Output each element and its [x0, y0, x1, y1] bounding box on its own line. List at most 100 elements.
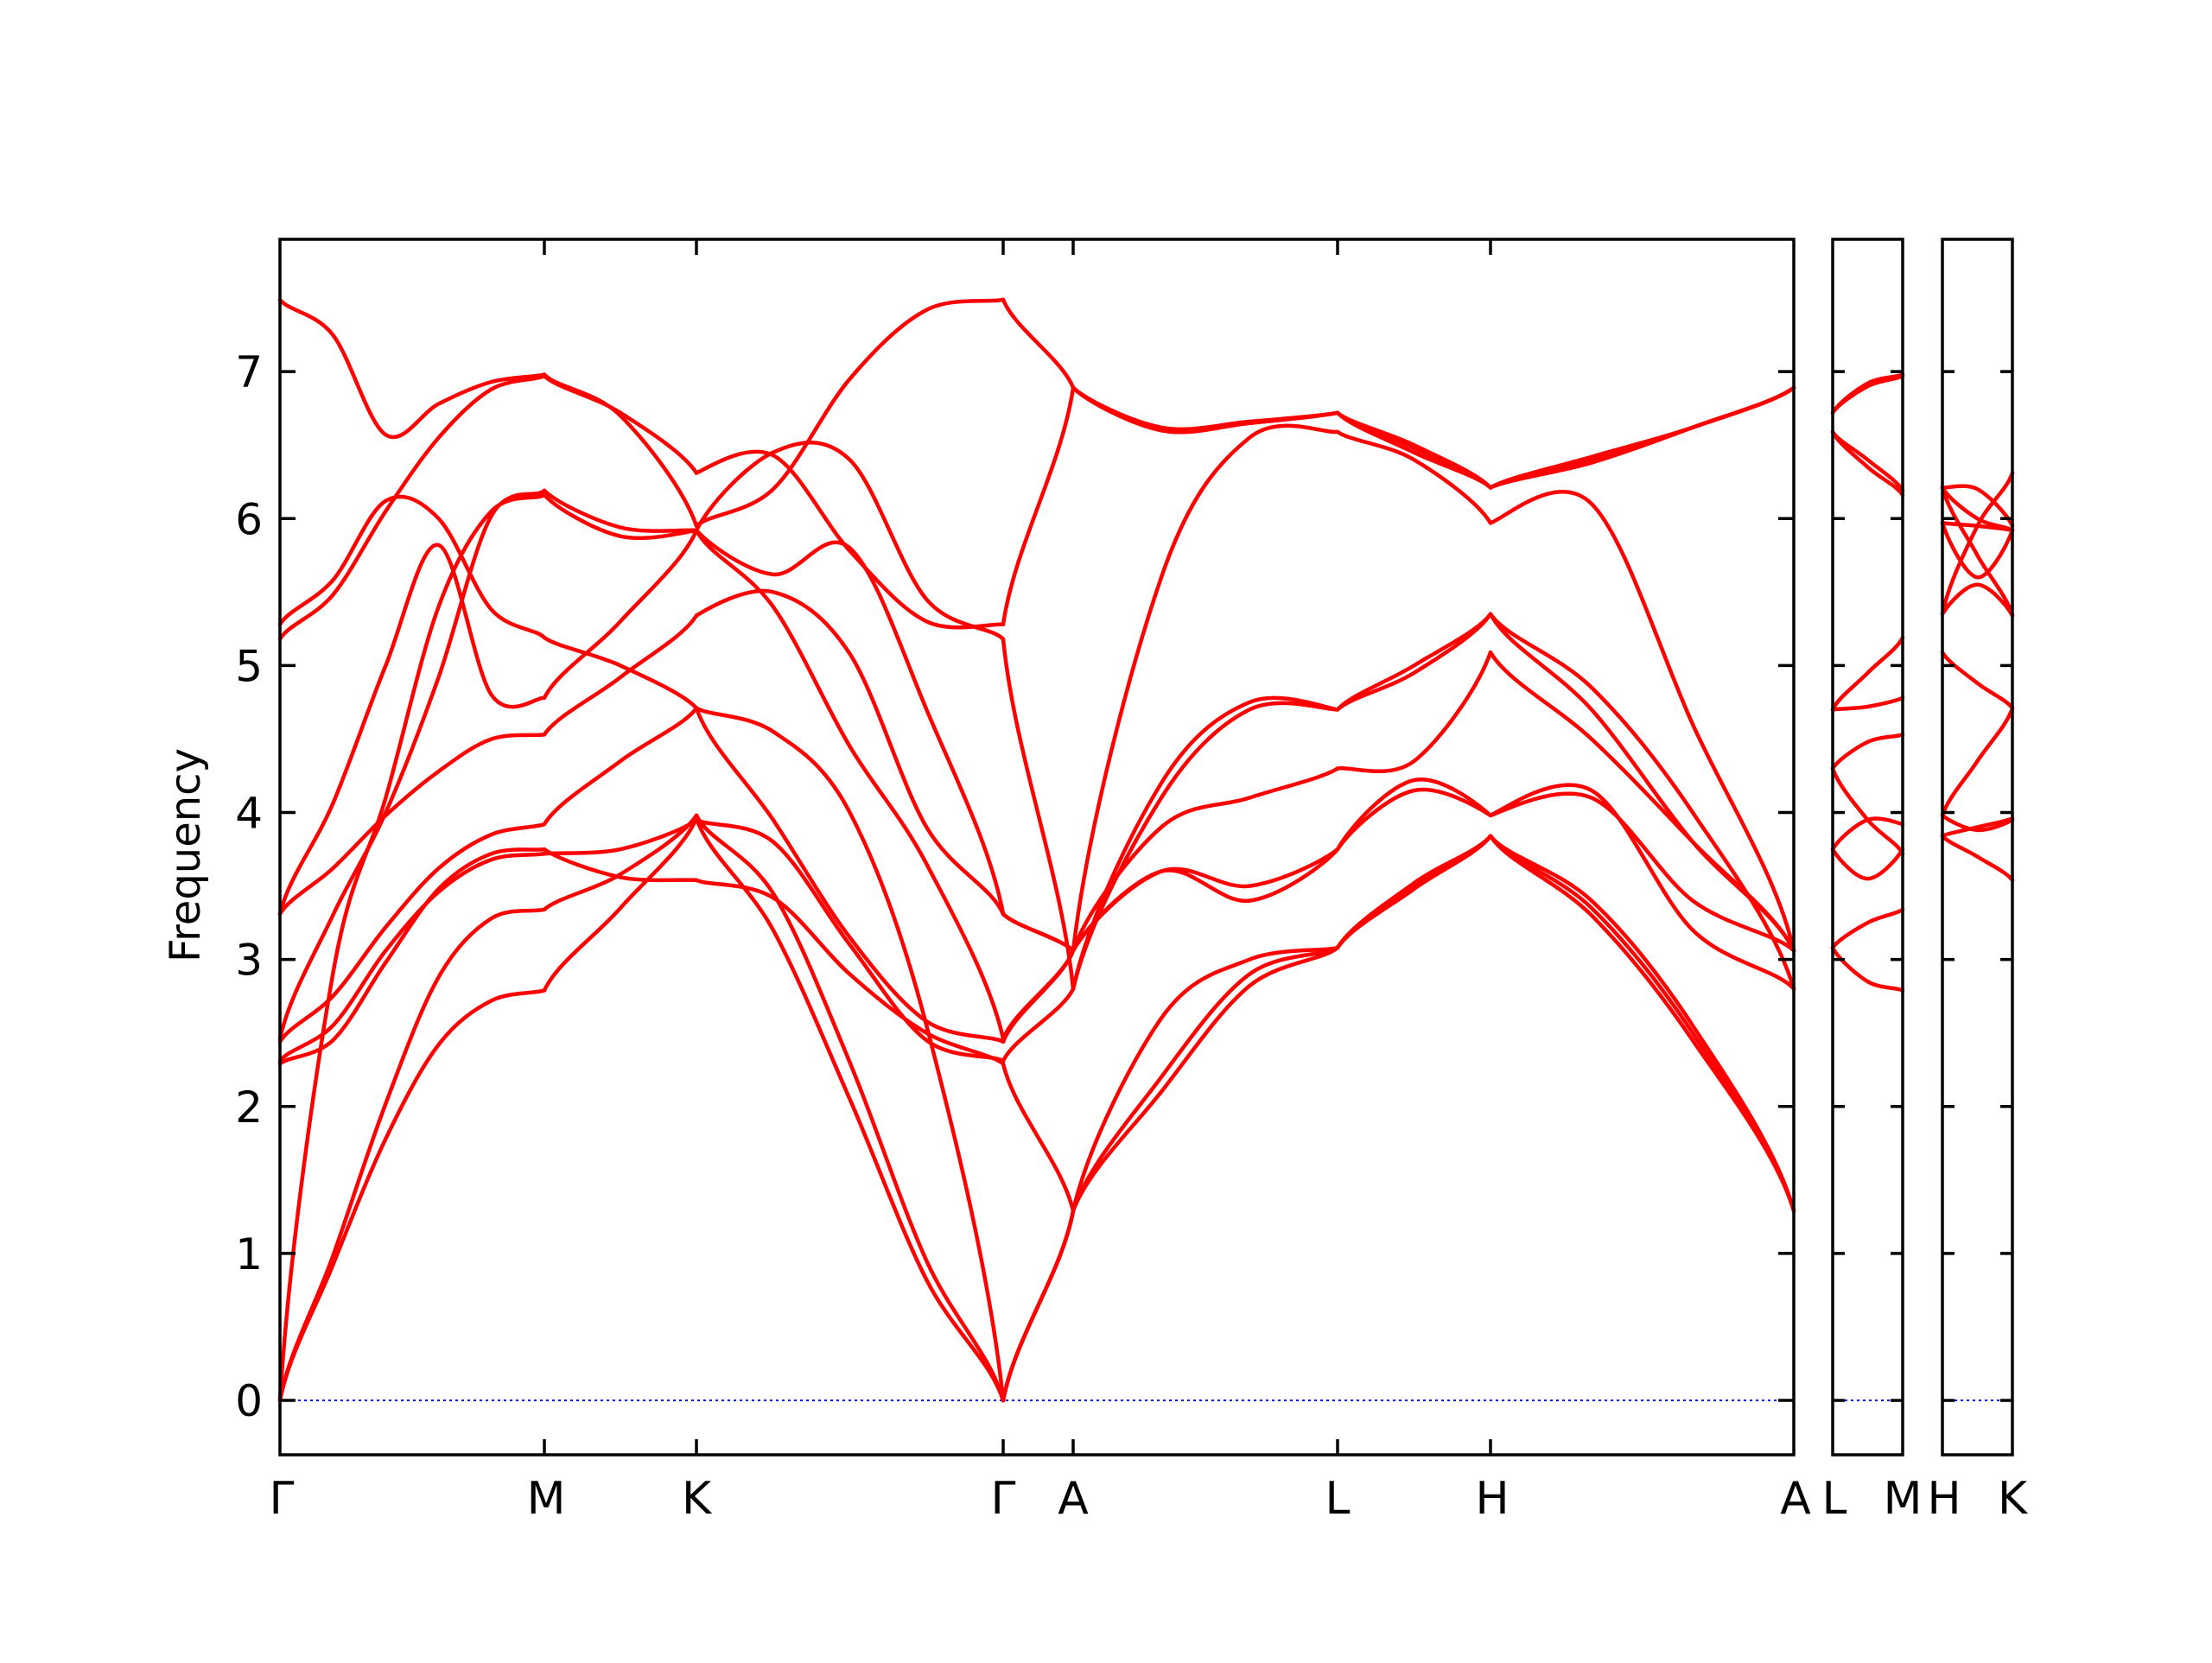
panel-frame-LM: [1831, 238, 1904, 1457]
band-main-M-K-10: [542, 373, 699, 475]
band-main-H-A-12: [1488, 385, 1796, 490]
band-main-K-Γ-7: [694, 528, 1006, 1041]
band-main-Γ-M-12: [277, 297, 547, 440]
band-HK-H-K-12: [1940, 484, 2015, 529]
band-main-L-H-9: [1335, 612, 1493, 712]
y-tick-label: 2: [235, 1082, 263, 1133]
band-main-K-Γ-8: [694, 588, 1006, 917]
band-main-Γ-A-11: [1001, 1209, 1076, 1403]
y-tick-label: 3: [235, 936, 263, 986]
band-main-Γ-M-3: [277, 847, 547, 1066]
band-main-L-H-4: [1335, 612, 1493, 712]
band-main-H-A-5: [1488, 791, 1796, 953]
band-HK-H-K-4: [1940, 706, 2015, 818]
band-main-Γ-A-4: [1001, 987, 1076, 1063]
band-main-A-L-1: [1071, 945, 1340, 1213]
band-main-M-K-4: [542, 817, 699, 856]
x-tick-label: H: [1927, 1473, 1961, 1525]
x-tick-label: Γ: [270, 1473, 295, 1525]
band-LM-L-M-12: [1830, 372, 1905, 416]
panel-frame-main: [278, 238, 1796, 1457]
band-HK-H-K-6: [1940, 582, 2015, 618]
band-LM-L-M-4: [1830, 847, 1905, 881]
band-main-A-L-12: [1071, 385, 1340, 435]
band-main-A-L-9: [1071, 695, 1340, 991]
band-LM-L-M-1: [1830, 945, 1905, 993]
band-HK-H-K-10: [1940, 486, 2015, 533]
y-tick-label: 0: [235, 1376, 263, 1426]
band-main-M-K-5: [542, 706, 699, 827]
band-LM-L-M-8: [1830, 635, 1905, 712]
x-tick-label: A: [1058, 1473, 1089, 1525]
band-main-M-K-11: [542, 635, 699, 710]
band-LM-L-M-9: [1830, 429, 1905, 498]
x-tick-label: L: [1325, 1473, 1351, 1525]
band-main-M-K-9: [542, 528, 699, 701]
band-main-L-H-7: [1335, 429, 1493, 525]
band-main-K-Γ-10: [694, 449, 1006, 630]
band-main-L-H-11: [1335, 834, 1493, 950]
x-tick-label: M: [527, 1473, 566, 1525]
band-main-H-A-11: [1488, 834, 1796, 1213]
band-main-A-L-10: [1071, 385, 1340, 432]
band-LM-L-M-6: [1830, 766, 1905, 856]
band-HK-H-K-1: [1940, 834, 2015, 883]
band-main-Γ-M-4: [277, 851, 547, 1063]
x-tick-label: K: [682, 1473, 713, 1525]
band-main-L-H-12: [1335, 410, 1493, 490]
x-tick-label: K: [1998, 1473, 2029, 1525]
band-main-L-H-8: [1335, 778, 1493, 852]
band-main-A-L-8: [1071, 847, 1340, 953]
band-main-K-Γ-3: [694, 878, 1006, 1066]
band-main-A-L-3: [1071, 766, 1340, 953]
x-tick-label: Γ: [991, 1473, 1016, 1525]
band-HK-H-K-7: [1940, 521, 2015, 580]
band-main-H-A-9: [1488, 612, 1796, 953]
band-LM-L-M-10: [1830, 429, 1905, 493]
y-tick-label: 6: [235, 494, 263, 544]
band-HK-H-K-5: [1940, 650, 2015, 710]
band-main-A-L-11: [1071, 945, 1340, 1213]
band-main-Γ-M-10: [277, 373, 547, 642]
band-main-A-L-7: [1071, 423, 1340, 953]
band-HK-H-K-11: [1940, 471, 2015, 617]
band-LM-L-M-7: [1830, 695, 1905, 712]
band-main-M-K-2: [542, 813, 699, 912]
band-main-M-K-1: [542, 816, 699, 993]
band-main-A-L-4: [1071, 701, 1340, 991]
band-main-H-A-2: [1488, 834, 1796, 1213]
band-main-L-H-2: [1335, 834, 1493, 950]
y-tick-label: 7: [235, 347, 263, 397]
band-main-Γ-M-11: [277, 494, 547, 640]
band-main-L-H-5: [1335, 787, 1493, 852]
band-main-K-Γ-2: [694, 813, 1006, 1403]
band-main-Γ-A-3: [1001, 1062, 1076, 1213]
x-tick-label: A: [1780, 1473, 1811, 1525]
band-main-Γ-M-5: [277, 822, 547, 1044]
y-tick-label: 5: [235, 641, 263, 691]
x-tick-label: L: [1822, 1473, 1847, 1525]
band-main-Γ-M-1: [277, 988, 547, 1403]
y-tick-label: 1: [235, 1229, 263, 1279]
band-main-M-K-3: [542, 847, 699, 883]
band-main-H-A-7: [1488, 490, 1796, 953]
band-main-M-K-7: [542, 488, 699, 533]
y-axis-label: Frequency: [162, 748, 210, 962]
band-main-M-K-12: [542, 372, 699, 529]
band-main-K-Γ-4: [694, 817, 1006, 1063]
band-main-Γ-M-6: [277, 492, 547, 1403]
band-main-L-H-3: [1335, 650, 1493, 774]
band-HK-H-K-2: [1940, 816, 2015, 838]
band-LM-L-M-3: [1830, 816, 1905, 852]
panel-frame-HK: [1941, 238, 2014, 1457]
band-HK-H-K-3: [1940, 813, 2015, 833]
band-main-K-Γ-12: [694, 297, 1006, 529]
band-main-H-A-4: [1488, 612, 1796, 991]
band-main-Γ-A-12: [1001, 297, 1076, 390]
band-main-A-L-5: [1071, 847, 1340, 953]
band-LM-L-M-2: [1830, 907, 1905, 950]
band-main-Γ-M-8: [277, 733, 547, 917]
band-main-K-Γ-5: [694, 706, 1006, 1044]
